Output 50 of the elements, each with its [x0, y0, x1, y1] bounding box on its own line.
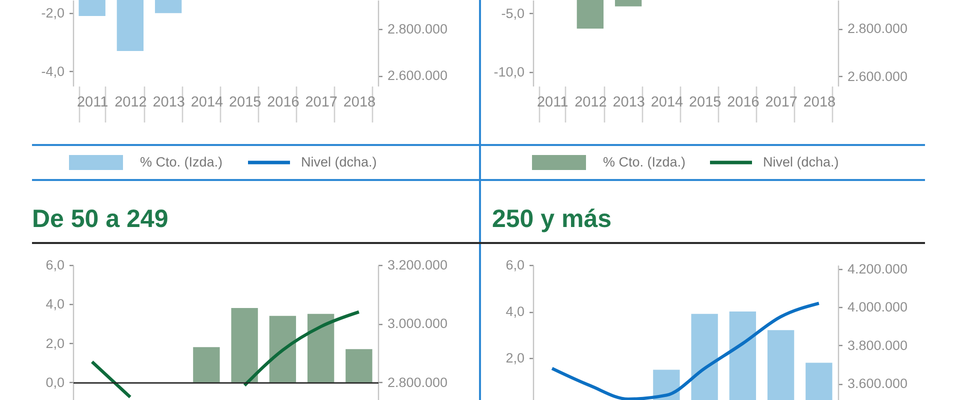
- x-tick-label: 2015: [228, 94, 262, 110]
- x-tick-label: 2017: [765, 94, 798, 110]
- legend-label: Nivel (dcha.): [763, 154, 839, 170]
- y2-tick-label: 3.800.000: [848, 338, 908, 353]
- legend-label: Nivel (dcha.): [301, 154, 377, 170]
- x-tick-label: 2013: [152, 94, 185, 110]
- x-tick-label: 2016: [267, 94, 300, 110]
- y-tick-label: 0,0: [46, 374, 64, 390]
- x-tick-label: 2011: [536, 94, 568, 110]
- x-tick-label: 2018: [343, 94, 376, 110]
- y-tick-label: 2,0: [506, 350, 524, 366]
- bar: [193, 347, 220, 382]
- y2-tick-label: 4.200.000: [848, 261, 908, 276]
- x-tick-label: 2018: [803, 94, 836, 110]
- legend-label: % Cto. (Izda.): [140, 154, 223, 170]
- legend-label: % Cto. (Izda.): [603, 154, 686, 170]
- x-tick-label: 2014: [650, 94, 684, 110]
- x-tick-label: 2016: [727, 94, 760, 110]
- y-tick-label: 6,0: [506, 258, 524, 272]
- y2-tick-label: 3.600.000: [848, 376, 908, 392]
- x-tick-label: 2017: [305, 94, 338, 110]
- y2-tick-label: 2.600.000: [388, 68, 448, 84]
- y2-tick-label: 3.000.000: [388, 316, 448, 332]
- y-tick-label: 2,0: [46, 336, 64, 351]
- y-tick-label: 4,0: [46, 296, 64, 312]
- y-tick-label: -10,0: [494, 64, 524, 80]
- y-tick-label: -2,0: [41, 6, 64, 21]
- bar: [346, 349, 372, 382]
- line-series: [550, 302, 821, 400]
- y2-tick-label: 2.600.000: [848, 68, 908, 84]
- y2-tick-label: 2.800.000: [848, 21, 908, 36]
- x-tick-label: 2012: [574, 94, 607, 110]
- x-tick-label: 2012: [114, 94, 147, 110]
- bar: [307, 314, 334, 382]
- x-tick-label: 2014: [190, 94, 224, 110]
- y2-tick-label: 2.800.000: [388, 374, 448, 390]
- y-tick-label: -5,0: [501, 6, 524, 21]
- y-tick-label: -4,0: [41, 64, 64, 79]
- x-tick-label: 2013: [612, 94, 645, 110]
- x-tick-label: 2011: [76, 94, 108, 110]
- bar: [231, 308, 258, 382]
- x-tick-label: 2015: [688, 94, 722, 110]
- y2-tick-label: 4.000.000: [848, 300, 908, 315]
- y2-tick-label: 3.200.000: [388, 258, 448, 272]
- y-tick-label: 6,0: [46, 258, 64, 272]
- chart-title: De 50 a 249: [32, 205, 168, 233]
- chart-title: 250 y más: [492, 205, 612, 233]
- y2-tick-label: 2.800.000: [388, 22, 448, 37]
- y-tick-label: 4,0: [506, 304, 524, 320]
- bar: [269, 316, 296, 382]
